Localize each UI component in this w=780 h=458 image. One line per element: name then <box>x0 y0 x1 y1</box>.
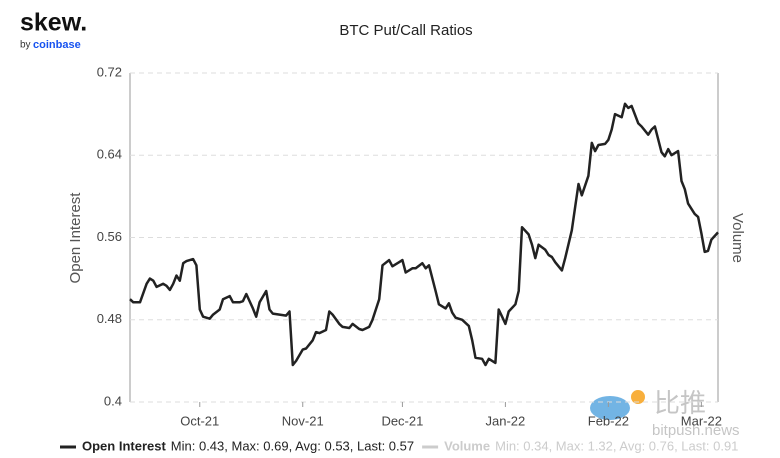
x-tick-label: Jan-22 <box>486 413 526 428</box>
watermark-site: bitpush.news <box>652 422 740 439</box>
y-tick-label: 0.48 <box>97 311 122 326</box>
legend-label: Volume <box>444 438 490 453</box>
y-tick-label: 0.72 <box>97 64 122 79</box>
brand-by: by <box>20 40 31 51</box>
brand-name: skew. <box>20 9 87 37</box>
data-line <box>129 102 719 367</box>
legend-stats: Min: 0.43, Max: 0.69, Avg: 0.53, Last: 0… <box>171 438 414 453</box>
chart-title: BTC Put/Call Ratios <box>339 22 472 39</box>
x-tick-label: Feb-22 <box>588 413 629 428</box>
watermark-cn: 比推 <box>654 388 706 418</box>
brand-company: coinbase <box>33 39 81 51</box>
y-tick-label: 0.64 <box>97 147 122 162</box>
x-tick-label: Nov-21 <box>282 413 324 428</box>
y2-axis-label: Volume <box>729 213 746 263</box>
coin-icon <box>631 390 645 404</box>
y-tick-label: 0.56 <box>97 229 122 244</box>
x-tick-label: Dec-21 <box>381 413 423 428</box>
y-axis-label: Open Interest <box>67 192 84 284</box>
legend-label: Open Interest <box>82 438 166 453</box>
x-tick-label: Oct-21 <box>180 413 219 428</box>
y-tick-label: 0.4 <box>104 393 122 408</box>
legend-stats: Min: 0.34, Max: 1.32, Avg: 0.76, Last: 0… <box>495 438 738 453</box>
x-tick-label: Mar-22 <box>681 413 722 428</box>
